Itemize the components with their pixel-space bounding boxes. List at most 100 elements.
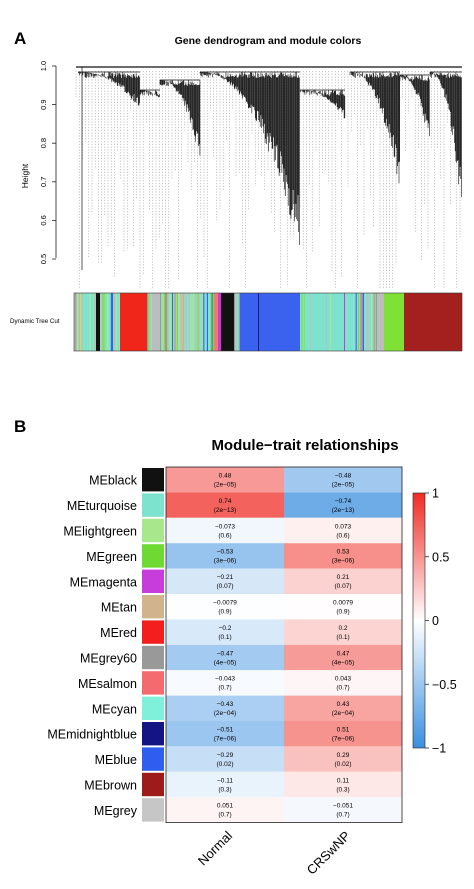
module-color-stripe: [208, 293, 210, 351]
cell-value-label: 0.073: [335, 523, 352, 530]
cell-pvalue-label: (2e−04): [332, 710, 355, 717]
module-color-stripe: [181, 293, 183, 351]
module-color-stripe: [196, 293, 198, 351]
row-color-swatch: [142, 569, 164, 593]
module-color-stripe: [360, 293, 362, 351]
cell-pvalue-label: (0.3): [336, 786, 349, 793]
module-color-stripe: [103, 293, 105, 351]
module-color-stripe: [366, 293, 368, 351]
module-color-stripe: [376, 293, 378, 351]
y-axis-label: Height: [20, 163, 30, 188]
heatmap-cell: [284, 670, 402, 696]
cell-pvalue-label: (0.6): [336, 532, 349, 539]
cell-value-label: −0.53: [217, 549, 234, 556]
cell-pvalue-label: (2e−13): [214, 507, 237, 514]
row-color-swatch: [142, 518, 164, 543]
cell-value-label: −0.47: [217, 650, 234, 657]
module-color-stripe: [113, 293, 115, 351]
module-color-blue: [240, 293, 300, 351]
cell-value-label: 0.2: [338, 625, 347, 632]
panel-a: A Gene dendrogram and module colors Heig…: [10, 29, 463, 352]
module-color-stripe: [80, 293, 82, 351]
heatmap-cell: [166, 746, 284, 772]
cell-pvalue-label: (0.7): [218, 685, 231, 692]
cell-pvalue-label: (0.7): [218, 812, 231, 819]
heatmap-cell: [284, 797, 402, 823]
cell-pvalue-label: (4e−05): [214, 659, 237, 666]
heatmap-cell: [284, 568, 402, 594]
module-color-stripe: [358, 293, 360, 351]
module-color-stripe: [147, 293, 149, 351]
heatmap-cell: [166, 721, 284, 747]
module-color-stripe: [212, 293, 215, 351]
panel-a-letter: A: [14, 29, 26, 48]
module-color-stripe: [303, 293, 305, 351]
module-color-stripe: [353, 293, 355, 351]
module-color-grey: [152, 293, 160, 351]
module-color-black: [221, 293, 234, 351]
row-label: MEmagenta: [70, 575, 137, 589]
module-color-stripe: [365, 293, 367, 351]
color-scale-label: −1: [432, 742, 446, 756]
module-color-stripe: [88, 293, 90, 351]
module-color-stripe: [182, 293, 185, 351]
module-color-stripe: [172, 293, 174, 351]
heatmap-cell: [166, 619, 284, 645]
module-color-stripe: [304, 293, 307, 351]
module-color-stripe: [187, 293, 189, 351]
row-color-swatch: [142, 493, 164, 517]
module-color-stripe: [209, 293, 211, 351]
column-label: CRSwNP: [304, 828, 353, 877]
module-color-stripe: [74, 293, 76, 351]
module-color-stripe: [115, 293, 117, 351]
module-color-stripe: [371, 293, 373, 351]
cell-pvalue-label: (0.02): [217, 761, 234, 768]
heatmap-cell: [166, 543, 284, 569]
module-color-stripe: [191, 293, 193, 351]
color-scale-label: 0.5: [432, 550, 449, 564]
heatmap-cell: [166, 797, 284, 823]
heatmap-cell: [284, 492, 402, 518]
y-axis-ticks: 1.0 0.9 0.8 0.7 0.6 0.5: [39, 61, 56, 264]
module-color-stripe: [82, 293, 84, 351]
module-color-stripe: [197, 293, 199, 351]
module-color-stripe: [237, 293, 239, 351]
cell-value-label: 0.11: [337, 777, 350, 784]
cell-value-label: 0.0079: [333, 600, 353, 607]
module-color-stripe: [148, 293, 150, 351]
module-color-stripe: [108, 293, 110, 351]
module-color-stripe: [167, 293, 169, 351]
dendrogram-cluster: [199, 72, 300, 245]
dendrogram-cluster: [399, 75, 430, 137]
module-color-stripe: [81, 293, 83, 351]
module-color-stripe: [118, 293, 120, 351]
module-color-stripe: [356, 293, 359, 351]
cell-pvalue-label: (0.3): [218, 786, 231, 793]
heatmap: MEblack 0.48 (2e−05) −0.48 (2e−05) MEturquois…: [47, 466, 403, 878]
module-color-stripe: [198, 293, 200, 351]
module-color-stripe: [194, 293, 197, 351]
row-color-swatch: [142, 645, 164, 670]
heatmap-cell: [284, 543, 402, 569]
heatmap-cell: [284, 644, 402, 671]
module-color-stripe: [374, 293, 377, 351]
module-color-stripe: [84, 293, 87, 351]
cell-pvalue-label: (0.9): [336, 609, 349, 616]
dendrogram-tree: [75, 66, 462, 288]
cell-value-label: 0.051: [217, 803, 234, 810]
module-color-magenta: [218, 293, 221, 351]
heatmap-cell: [166, 517, 284, 544]
module-color-stripe: [150, 293, 152, 351]
module-color-stripe: [163, 293, 165, 351]
row-label: MEblue: [95, 753, 137, 767]
module-color-stripe: [78, 293, 81, 351]
module-color-stripe: [361, 293, 363, 351]
module-color-stripe: [184, 293, 186, 351]
module-color-stripe: [373, 293, 375, 351]
cell-value-label: −0.29: [217, 752, 234, 759]
cell-value-label: −0.48: [335, 473, 352, 480]
module-color-stripe: [176, 293, 179, 351]
module-color-stripe: [110, 293, 113, 351]
cell-pvalue-label: (3e−06): [332, 558, 355, 565]
